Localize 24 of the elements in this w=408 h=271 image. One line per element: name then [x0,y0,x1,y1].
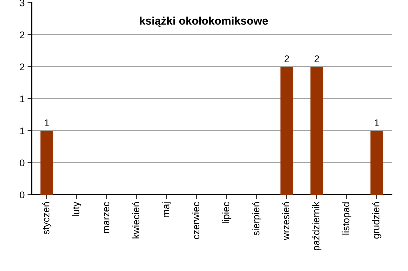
x-tick-label: sierpień [252,202,262,236]
y-tick-label: 3 [20,0,25,7]
data-label: 2 [314,56,320,62]
x-tick-label: luty [72,202,82,216]
y-tick-label: 2 [20,64,25,71]
data-label: 2 [284,56,290,62]
y-tick-label: 0 [20,160,25,167]
y-tick-label: 2 [20,32,25,39]
x-tick-label: grudzień [372,202,382,239]
x-tick-label: czerwiec [192,202,200,240]
x-tick-label: marzec [104,202,110,234]
x-tick-label: maj [162,202,172,217]
y-tick-label: 1 [20,128,25,135]
text: książki okołokomiksowe [140,16,268,28]
x-tick-label: lipiec [222,202,232,224]
x-tick-label: listopad [342,202,352,235]
x-tick-label: wrzesień [282,202,290,240]
x-tick-label: październik [312,202,322,250]
x-tick-label: kwiecień [132,202,140,239]
x-tick-label: styczeń [42,202,52,235]
y-tick-label: 0 [20,192,25,199]
data-label: 1 [45,120,50,126]
y-tick-label: 1 [20,96,25,103]
data-label: 1 [375,120,380,126]
